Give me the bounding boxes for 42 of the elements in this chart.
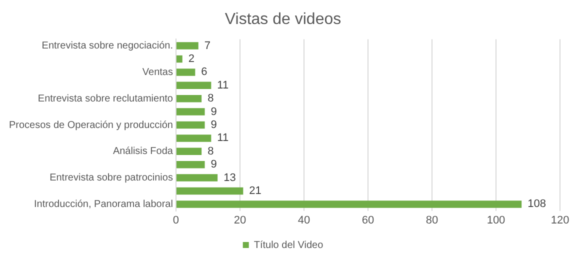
bar xyxy=(176,121,205,129)
bar xyxy=(176,200,522,208)
bar xyxy=(176,174,218,182)
data-label: 9 xyxy=(210,119,217,132)
chart-title: Vistas de videos xyxy=(224,11,342,28)
bar xyxy=(176,42,198,50)
bar xyxy=(176,148,202,156)
bar xyxy=(176,68,196,76)
data-label: 9 xyxy=(210,158,217,171)
x-tick-label: 100 xyxy=(486,214,506,226)
x-tick-label: 80 xyxy=(426,214,438,226)
bar xyxy=(176,134,212,142)
y-tick-label: Entrevista sobre reclutamiento xyxy=(38,93,174,104)
data-label: 2 xyxy=(188,53,195,66)
bar xyxy=(176,187,244,195)
data-label: 11 xyxy=(217,79,229,92)
legend-label: Título del Video xyxy=(254,240,324,251)
data-label: 9 xyxy=(210,106,217,118)
data-label: 7 xyxy=(204,40,211,52)
x-tick-label: 20 xyxy=(234,214,246,226)
data-label: 8 xyxy=(208,145,214,158)
x-tick-label: 40 xyxy=(298,214,310,226)
data-label: 6 xyxy=(201,66,208,78)
data-label: 21 xyxy=(249,185,262,198)
x-tick-label: 120 xyxy=(550,214,570,226)
data-label: 8 xyxy=(208,92,214,105)
y-tick-label: Análisis Foda xyxy=(112,146,174,158)
bar xyxy=(176,82,212,90)
bar xyxy=(176,160,205,168)
x-tick-label: 0 xyxy=(172,214,180,226)
y-tick-label: Ventas xyxy=(142,66,173,78)
y-tick-label: Procesos de Operación y producción xyxy=(8,120,173,131)
x-tick-label: 60 xyxy=(362,214,374,226)
data-label: 11 xyxy=(217,132,229,144)
y-tick-label: Entrevista sobre patrocinios xyxy=(50,172,173,184)
bar xyxy=(176,94,202,102)
y-tick-label: Entrevista sobre negociación. xyxy=(42,40,173,52)
bar xyxy=(176,108,205,116)
data-label: 13 xyxy=(224,172,236,184)
data-label: 108 xyxy=(528,198,546,210)
bar xyxy=(176,55,182,63)
y-tick-label: Introducción, Panorama laboral xyxy=(34,198,173,210)
